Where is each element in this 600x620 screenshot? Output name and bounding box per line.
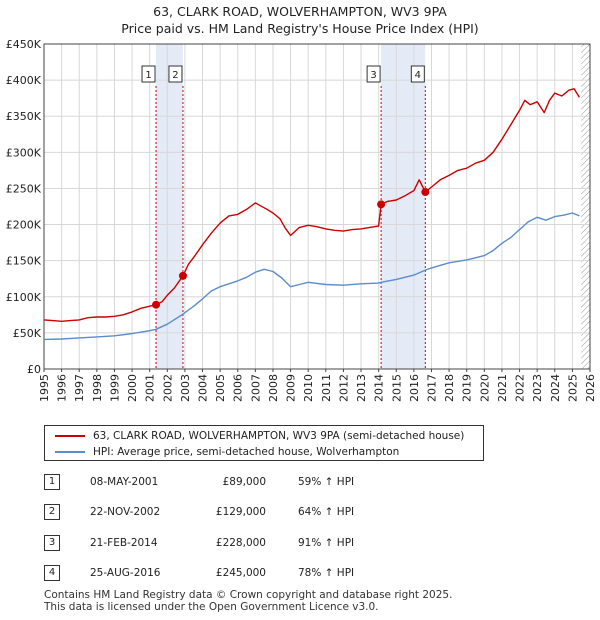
copyright-text: Contains HM Land Registry data © Crown c… [44, 589, 453, 601]
sale-date: 08-MAY-2001 [90, 476, 159, 488]
y-tick-label: £200K [6, 219, 42, 232]
y-tick-label: £50K [13, 327, 42, 340]
legend-label-property: 63, CLARK ROAD, WOLVERHAMPTON, WV3 9PA (… [93, 430, 465, 442]
hpi-line [43, 212, 580, 341]
licence-text: This data is licensed under the Open Gov… [44, 601, 379, 613]
x-tick-label: 2011 [320, 374, 333, 402]
sale-date: 25-AUG-2016 [90, 567, 161, 579]
x-tick-label: 2007 [249, 374, 262, 402]
plot-area [44, 44, 590, 369]
x-tick-label: 2003 [179, 374, 192, 402]
sale-period-shade [381, 44, 426, 369]
sale-hpi-change: 91% ↑ HPI [298, 537, 355, 549]
legend-item-property: 63, CLARK ROAD, WOLVERHAMPTON, WV3 9PA (… [55, 428, 464, 444]
sale-point [377, 200, 386, 209]
x-tick-label: 2017 [425, 374, 438, 402]
x-tick-label: 1995 [38, 374, 51, 402]
sale-number-box [168, 65, 183, 83]
sale-point [178, 271, 187, 280]
x-tick-label: 1996 [56, 374, 69, 402]
sale-price: £228,000 [215, 537, 266, 549]
x-tick-label: 2008 [267, 374, 280, 402]
sale-number-badge: 2 [44, 504, 60, 520]
x-tick-label: 2023 [531, 374, 544, 402]
sale-price: £89,000 [222, 476, 266, 488]
sale-row: 1 08-MAY-2001 £89,000 59% ↑ HPI [44, 472, 464, 492]
sale-price: £129,000 [215, 506, 266, 518]
sale-number-badge: 3 [44, 535, 60, 551]
property-price-line [43, 88, 580, 322]
y-tick-label: £150K [6, 255, 42, 268]
sale-period-shade [156, 44, 183, 369]
y-tick-label: £250K [6, 182, 42, 195]
y-tick-label: £350K [6, 110, 42, 123]
x-tick-label: 1999 [108, 374, 121, 402]
footer: Contains HM Land Registry data © Crown c… [44, 589, 452, 613]
y-tick-label: £450K [6, 38, 42, 51]
x-tick-label: 2002 [161, 374, 174, 402]
x-tick-label: 2016 [408, 374, 421, 402]
legend: 63, CLARK ROAD, WOLVERHAMPTON, WV3 9PA (… [44, 425, 484, 461]
sale-number-badge: 4 [44, 565, 60, 581]
legend-swatch-property [55, 435, 85, 437]
sale-number-label: 4 [415, 70, 421, 81]
x-tick-label: 2022 [514, 374, 527, 402]
x-tick-label: 1997 [73, 374, 86, 402]
y-tick-label: £100K [6, 291, 42, 304]
x-tick-label: 2019 [461, 374, 474, 402]
x-tick-label: 2010 [302, 374, 315, 402]
sale-row: 2 22-NOV-2002 £129,000 64% ↑ HPI [44, 502, 464, 522]
x-tick-label: 1998 [91, 374, 104, 402]
sale-point [152, 300, 161, 309]
sale-hpi-change: 78% ↑ HPI [298, 567, 355, 579]
price-chart: £0 £50K £100K £150K £200K £250K £300K £350K £400… [6, 38, 597, 402]
sale-hpi-change: 59% ↑ HPI [298, 476, 355, 488]
x-tick-label: 2014 [373, 374, 386, 402]
legend-item-hpi: HPI: Average price, semi-detached house,… [55, 444, 399, 460]
x-tick-label: 2006 [232, 374, 245, 402]
sale-number-label: 1 [145, 70, 151, 81]
x-tick-label: 2013 [355, 374, 368, 402]
x-tick-label: 2024 [549, 374, 562, 402]
sale-point [421, 188, 430, 197]
sale-number-box [366, 65, 381, 83]
x-tick-label: 2005 [214, 374, 227, 402]
y-tick-label: £300K [6, 146, 42, 159]
y-tick-label: £0 [27, 363, 41, 376]
x-tick-label: 2012 [337, 374, 350, 402]
sale-price: £245,000 [215, 567, 266, 579]
sale-number-label: 2 [172, 70, 178, 81]
future-hatch [581, 44, 590, 369]
x-tick-label: 2009 [285, 374, 298, 402]
y-tick-label: £400K [6, 74, 42, 87]
chart-title: 63, CLARK ROAD, WOLVERHAMPTON, WV3 9PA P… [0, 3, 600, 37]
x-tick-label: 2018 [443, 374, 456, 402]
x-tick-label: 2004 [197, 374, 210, 402]
x-tick-label: 2000 [126, 374, 139, 402]
chart-title-line2: Price paid vs. HM Land Registry's House … [121, 21, 479, 36]
plot-frame [43, 43, 591, 370]
sale-number-badge: 1 [44, 474, 60, 490]
x-tick-label: 2001 [144, 374, 157, 402]
sale-number-box [410, 65, 425, 83]
x-tick-label: 2020 [478, 374, 491, 402]
sale-date: 22-NOV-2002 [90, 506, 161, 518]
sale-date: 21-FEB-2014 [90, 537, 158, 549]
sale-row: 3 21-FEB-2014 £228,000 91% ↑ HPI [44, 533, 464, 553]
sale-number-box [141, 65, 156, 83]
x-tick-label: 2021 [496, 374, 509, 402]
chart-title-line1: 63, CLARK ROAD, WOLVERHAMPTON, WV3 9PA [153, 4, 447, 19]
x-tick-label: 2015 [390, 374, 403, 402]
x-tick-label: 2025 [566, 374, 579, 402]
legend-swatch-hpi [55, 451, 85, 453]
sale-row: 4 25-AUG-2016 £245,000 78% ↑ HPI [44, 563, 464, 583]
x-tick-label: 2026 [584, 374, 597, 402]
sale-hpi-change: 64% ↑ HPI [298, 506, 355, 518]
sale-number-label: 3 [370, 70, 376, 81]
legend-label-hpi: HPI: Average price, semi-detached house,… [93, 446, 400, 458]
